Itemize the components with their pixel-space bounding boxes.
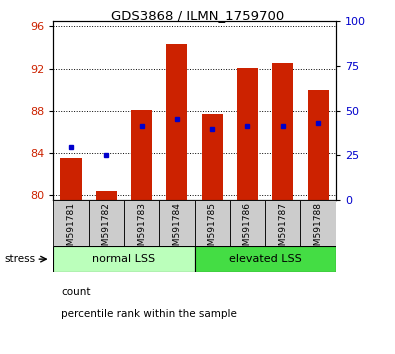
Bar bbox=[195, 246, 336, 272]
Text: elevated LSS: elevated LSS bbox=[229, 254, 301, 264]
Bar bbox=[195, 200, 230, 246]
Bar bbox=[60, 158, 81, 200]
Text: stress: stress bbox=[4, 254, 35, 264]
Text: count: count bbox=[61, 287, 91, 297]
Text: GSM591781: GSM591781 bbox=[66, 202, 75, 257]
Bar bbox=[159, 200, 194, 246]
Bar bbox=[131, 110, 152, 200]
Text: GSM591786: GSM591786 bbox=[243, 202, 252, 257]
Bar bbox=[230, 200, 265, 246]
Bar bbox=[53, 246, 195, 272]
Text: GSM591783: GSM591783 bbox=[137, 202, 146, 257]
Bar bbox=[201, 114, 223, 200]
Bar bbox=[88, 200, 124, 246]
Bar bbox=[301, 200, 336, 246]
Text: GSM591782: GSM591782 bbox=[102, 202, 111, 257]
Bar bbox=[124, 200, 159, 246]
Text: GSM591784: GSM591784 bbox=[172, 202, 181, 257]
Text: GSM591788: GSM591788 bbox=[314, 202, 323, 257]
Bar bbox=[166, 44, 188, 200]
Text: GDS3868 / ILMN_1759700: GDS3868 / ILMN_1759700 bbox=[111, 9, 284, 22]
Bar bbox=[237, 68, 258, 200]
Bar bbox=[96, 190, 117, 200]
Bar bbox=[265, 200, 301, 246]
Text: GSM591787: GSM591787 bbox=[278, 202, 287, 257]
Bar bbox=[53, 200, 88, 246]
Bar bbox=[272, 63, 293, 200]
Bar bbox=[308, 90, 329, 200]
Text: percentile rank within the sample: percentile rank within the sample bbox=[61, 309, 237, 319]
Text: GSM591785: GSM591785 bbox=[208, 202, 217, 257]
Text: normal LSS: normal LSS bbox=[92, 254, 156, 264]
